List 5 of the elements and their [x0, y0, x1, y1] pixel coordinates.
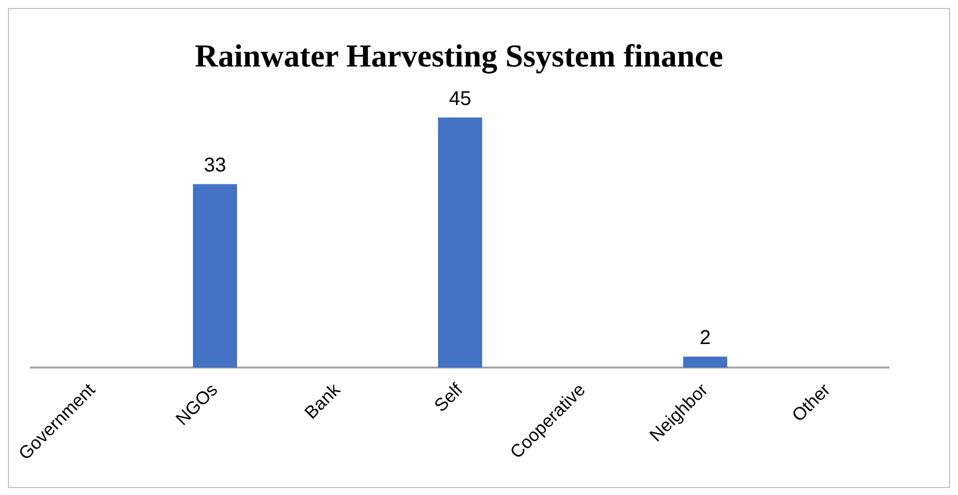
x-tick-label: Self [430, 378, 468, 416]
data-label: 33 [204, 154, 226, 177]
data-label: 45 [448, 88, 472, 110]
chart-title: Rainwater Harvesting Ssystem finance [194, 37, 724, 74]
data-label: 2 [700, 327, 711, 350]
